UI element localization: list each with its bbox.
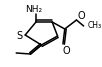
Text: O: O — [63, 46, 70, 56]
Text: O: O — [77, 11, 85, 21]
Text: S: S — [17, 31, 23, 41]
Text: CH₃: CH₃ — [87, 22, 101, 30]
Text: NH₂: NH₂ — [26, 5, 43, 14]
